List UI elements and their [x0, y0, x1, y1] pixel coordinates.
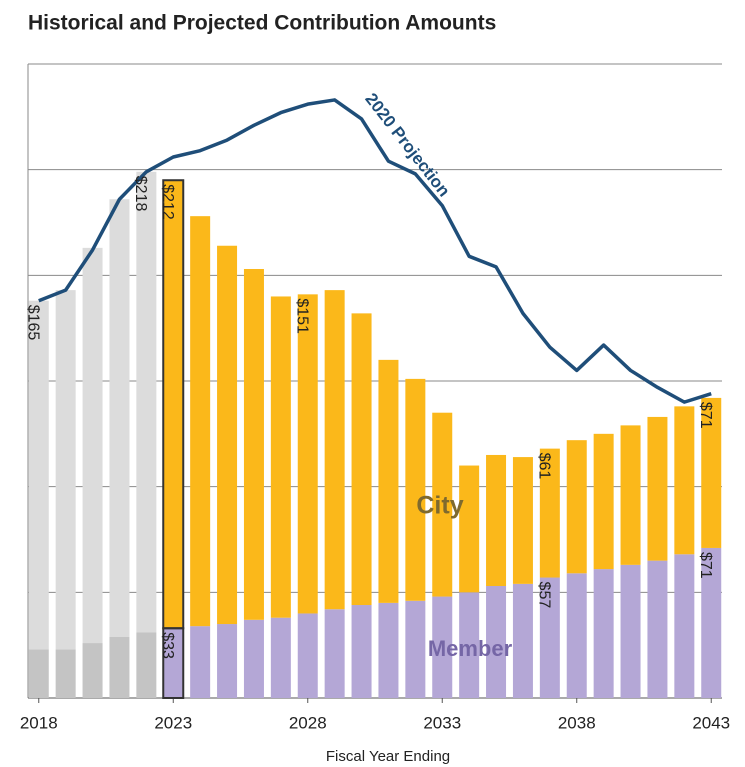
bar-segment	[378, 602, 399, 698]
bar-segment	[593, 433, 614, 570]
x-tick-label: 2038	[558, 713, 596, 732]
bar-segment	[297, 613, 318, 698]
value-label: $218	[132, 176, 149, 212]
value-label: $33	[159, 632, 176, 659]
bar-segment	[109, 636, 130, 698]
bar-segment	[28, 649, 49, 698]
value-label: $151	[294, 298, 311, 334]
series-name: Member	[428, 636, 513, 661]
bar-segment	[351, 313, 372, 606]
value-label: $71	[697, 402, 714, 429]
series-label: 2020 Projection	[361, 90, 453, 201]
bar-segment	[109, 199, 130, 637]
bar-segment	[324, 290, 345, 610]
bar-segment	[432, 596, 453, 698]
bar-segment	[324, 609, 345, 698]
bar-segment	[459, 465, 480, 593]
series-name: City	[416, 492, 463, 520]
bar-segment	[566, 573, 587, 698]
bar-segment	[539, 448, 560, 578]
bar-segment	[674, 406, 695, 555]
bar-segment	[136, 171, 157, 633]
bar-segment	[163, 180, 184, 629]
bar-segment	[270, 617, 291, 698]
bar-segment	[486, 585, 507, 698]
bar-segment	[378, 359, 399, 603]
bar-segment	[136, 632, 157, 698]
value-label: $71	[697, 552, 714, 579]
bar-segment	[701, 397, 722, 548]
bar-segment	[163, 628, 184, 698]
bar-segment	[674, 554, 695, 698]
bar-segment	[217, 245, 238, 625]
bar-segment	[28, 300, 49, 650]
x-axis-label: Fiscal Year Ending	[326, 748, 450, 765]
bar-segment	[297, 294, 318, 614]
x-tick-label: 2033	[423, 713, 461, 732]
bar-segment	[405, 378, 426, 601]
projection-line	[38, 98, 712, 404]
bar-segment	[351, 605, 372, 698]
bar-segment	[190, 626, 211, 698]
bar-segment	[701, 547, 722, 698]
x-tick-label: 2018	[20, 713, 58, 732]
bar-segment	[459, 592, 480, 698]
value-label: $165	[25, 305, 42, 341]
bar-segment	[55, 649, 76, 698]
bar-segment	[539, 577, 560, 698]
bar-segment	[647, 560, 668, 698]
bar-segment	[620, 564, 641, 698]
bar-segment	[512, 457, 533, 584]
bar-segment	[486, 454, 507, 586]
x-tick-label: 2028	[289, 713, 327, 732]
value-label: $57	[536, 582, 553, 609]
bar-segment	[82, 643, 103, 698]
bar-segment	[432, 412, 453, 597]
x-tick-label: 2043	[692, 713, 730, 732]
bar-segment	[190, 216, 211, 627]
bar-segment	[593, 569, 614, 698]
highlight-outline	[162, 179, 185, 630]
bar-segment	[217, 624, 238, 698]
bar-segment	[512, 583, 533, 698]
x-tick-label: 2023	[154, 713, 192, 732]
bar-segment	[620, 425, 641, 565]
bar-segment	[405, 600, 426, 698]
bar-segment	[82, 247, 103, 644]
bar-segment	[243, 268, 264, 620]
value-label: $212	[159, 184, 176, 220]
bar-segment	[243, 619, 264, 698]
bar-segment	[55, 290, 76, 650]
bar-segment	[270, 296, 291, 618]
bar-segment	[566, 440, 587, 574]
bar-segment	[647, 416, 668, 561]
chart-title: Historical and Projected Contribution Am…	[28, 12, 496, 35]
value-label: $61	[536, 453, 553, 480]
